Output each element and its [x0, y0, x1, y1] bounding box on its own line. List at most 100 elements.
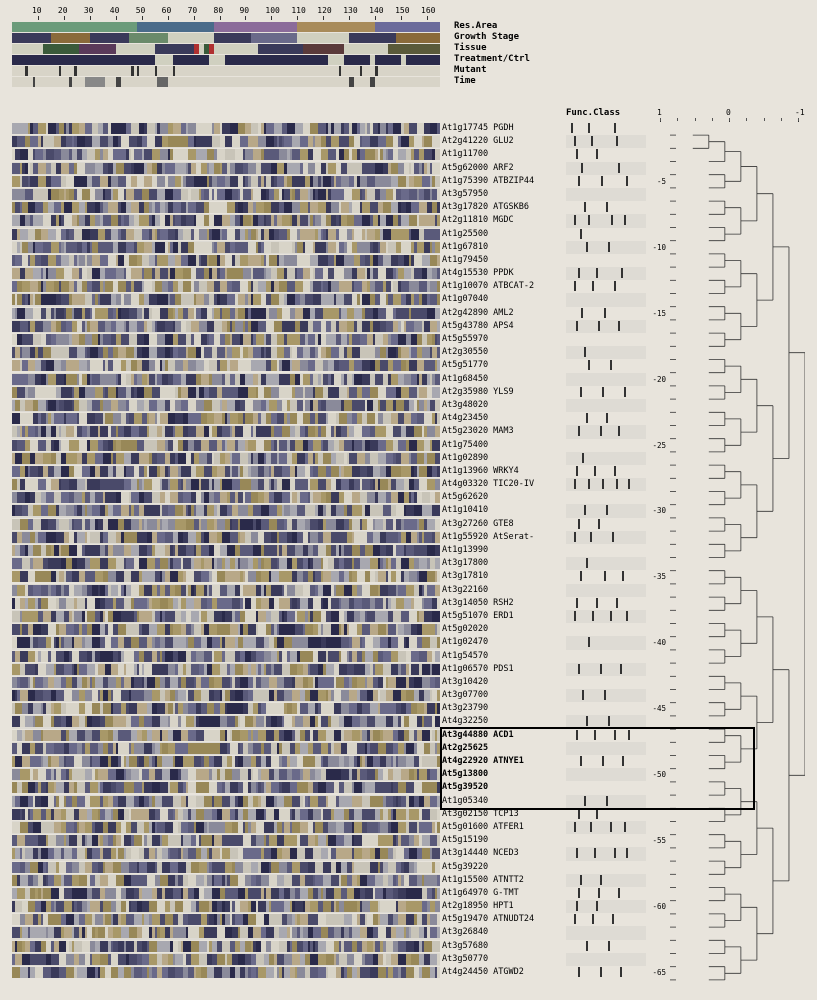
heatmap-row — [12, 214, 440, 227]
heatmap-row — [12, 544, 440, 557]
func-class-row — [566, 201, 646, 214]
heatmap-row — [12, 162, 440, 175]
gene-label: At5g19470 ATNUDT24 — [442, 913, 572, 926]
heatmap-row — [12, 201, 440, 214]
row-index: -55 — [648, 834, 668, 847]
gene-label: At5g43780 APS4 — [442, 320, 572, 333]
func-class-row — [566, 399, 646, 412]
heatmap-row — [12, 465, 440, 478]
row-index — [648, 162, 668, 175]
heatmap-row — [12, 452, 440, 465]
func-class-row — [566, 518, 646, 531]
func-class-row — [566, 887, 646, 900]
heatmap-row — [12, 597, 440, 610]
row-index — [648, 940, 668, 953]
axis-tick: 40 — [110, 6, 120, 15]
func-class-row — [566, 122, 646, 135]
row-index: -25 — [648, 439, 668, 452]
heatmap-row — [12, 359, 440, 372]
row-index: -15 — [648, 307, 668, 320]
gene-label: At3g14440 NCED3 — [442, 847, 572, 860]
row-index — [648, 676, 668, 689]
gene-label: At3g10420 — [442, 676, 572, 689]
annot-row-treatment-ctrl: Treatment/Ctrl — [12, 55, 440, 65]
row-index — [648, 729, 668, 742]
heatmap-row — [12, 491, 440, 504]
gene-label: At2g25625 — [442, 742, 572, 755]
heatmap — [12, 122, 440, 979]
heatmap-row — [12, 333, 440, 346]
row-index: -10 — [648, 241, 668, 254]
gene-label: At5g62000 ARF2 — [442, 162, 572, 175]
row-index — [648, 531, 668, 544]
axis-tick: 130 — [343, 6, 357, 15]
row-index — [648, 465, 668, 478]
func-class-row — [566, 452, 646, 465]
heatmap-row — [12, 715, 440, 728]
axis-tick: 110 — [291, 6, 305, 15]
heatmap-row — [12, 175, 440, 188]
func-class-row — [566, 478, 646, 491]
row-index — [648, 913, 668, 926]
gene-label: At3g02150 TCP13 — [442, 808, 572, 821]
heatmap-row — [12, 439, 440, 452]
func-class-row — [566, 135, 646, 148]
row-index — [648, 148, 668, 161]
heatmap-row — [12, 623, 440, 636]
row-index — [648, 346, 668, 359]
annot-label: Res.Area — [454, 21, 497, 31]
func-class-row — [566, 504, 646, 517]
gene-label: At5g39220 — [442, 861, 572, 874]
func-class-row — [566, 636, 646, 649]
gene-label: At5g55970 — [442, 333, 572, 346]
func-class-row — [566, 175, 646, 188]
func-class-row — [566, 544, 646, 557]
heatmap-row — [12, 148, 440, 161]
gene-label: At1g15500 ATNTT2 — [442, 874, 572, 887]
heatmap-row — [12, 795, 440, 808]
gene-label: At4g24450 ATGWD2 — [442, 966, 572, 979]
annot-row-tissue: Tissue — [12, 44, 440, 54]
heatmap-row — [12, 135, 440, 148]
gene-label: At1g02470 — [442, 636, 572, 649]
axis-tick: 100 — [265, 6, 279, 15]
annot-label: Treatment/Ctrl — [454, 54, 530, 64]
heatmap-row — [12, 808, 440, 821]
annot-label: Growth Stage — [454, 32, 519, 42]
row-indices: -5-10-15-20-25-30-35-40-45-50-55-60-65 — [648, 122, 668, 979]
func-class-row — [566, 373, 646, 386]
func-class-row — [566, 834, 646, 847]
gene-labels: At1g17745 PGDHAt2g41220 GLU2At1g11700At5… — [442, 122, 572, 979]
row-index — [648, 689, 668, 702]
axis-tick: 80 — [214, 6, 224, 15]
annot-row-res-area: Res.Area — [12, 22, 440, 32]
gene-label: At2g35980 YLS9 — [442, 386, 572, 399]
func-class-row — [566, 465, 646, 478]
func-class-row — [566, 386, 646, 399]
row-index: -65 — [648, 966, 668, 979]
row-index — [648, 293, 668, 306]
func-class-row — [566, 320, 646, 333]
gene-label: At3g22160 — [442, 584, 572, 597]
row-index — [648, 597, 668, 610]
row-index: -35 — [648, 570, 668, 583]
correlation-scale: 10-1 — [660, 108, 798, 120]
heatmap-row — [12, 768, 440, 781]
heatmap-row — [12, 584, 440, 597]
row-index — [648, 861, 668, 874]
gene-label: At1g02890 — [442, 452, 572, 465]
func-class-row — [566, 491, 646, 504]
row-index: -5 — [648, 175, 668, 188]
gene-label: At1g55920 AtSerat- — [442, 531, 572, 544]
gene-label: At5g62620 — [442, 491, 572, 504]
heatmap-row — [12, 610, 440, 623]
func-class-row — [566, 346, 646, 359]
func-class-row — [566, 715, 646, 728]
gene-label: At3g23790 — [442, 702, 572, 715]
heatmap-row — [12, 570, 440, 583]
row-index: -40 — [648, 636, 668, 649]
gene-label: At5g51070 ERD1 — [442, 610, 572, 623]
annot-row-mutant: Mutant — [12, 66, 440, 76]
func-class-row — [566, 650, 646, 663]
func-class-row — [566, 148, 646, 161]
